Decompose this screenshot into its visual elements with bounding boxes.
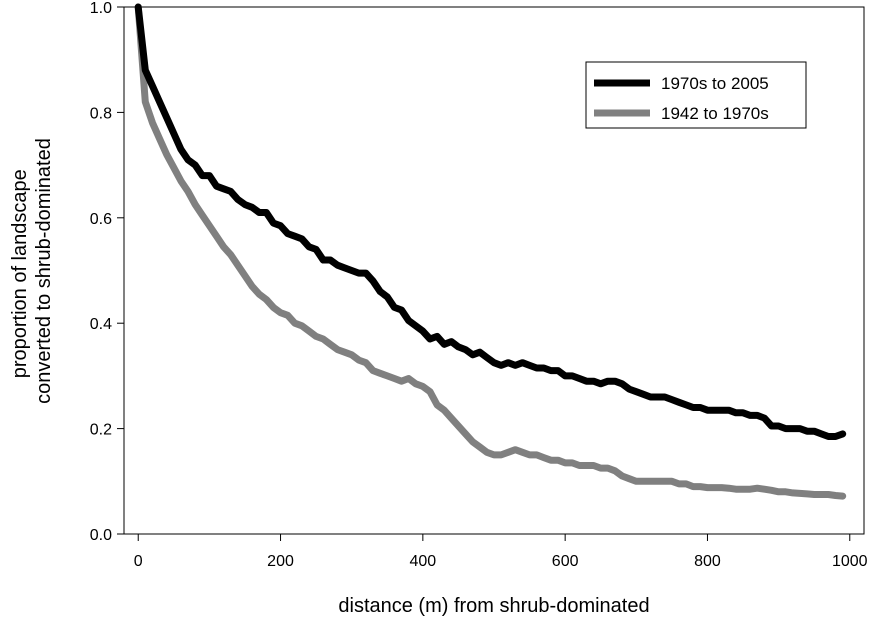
y-axis-title: proportion of landscape converted to shr… <box>9 138 55 404</box>
x-tick-label: 200 <box>267 553 294 570</box>
series-line-1970s-to-2005 <box>134 3 847 440</box>
legend-label-1970s-to-2005: 1970s to 2005 <box>661 74 769 93</box>
legend: 1970s to 2005 1942 to 1970s <box>585 61 807 129</box>
legend-box <box>585 61 807 129</box>
x-tick-label: 1000 <box>832 553 868 570</box>
y-tick-label: 0.0 <box>90 527 112 544</box>
y-tick-label: 1.0 <box>90 0 112 17</box>
y-tick-label: 0.8 <box>90 105 112 122</box>
x-tick-label: 400 <box>409 553 436 570</box>
y-tick-label: 0.6 <box>90 211 112 228</box>
x-axis-title: distance (m) from shrub-dominated <box>338 595 649 617</box>
x-axis: 0 200 400 600 800 1000 <box>134 534 868 570</box>
legend-label-1942-to-1970s: 1942 to 1970s <box>661 104 769 123</box>
y-tick-label: 0.2 <box>90 422 112 439</box>
y-axis: 0.0 0.2 0.4 0.6 0.8 1.0 <box>90 0 124 544</box>
series-line-1942-to-1970s <box>134 3 847 500</box>
y-axis-title-line-2: converted to shrub-dominated <box>33 138 55 404</box>
x-tick-label: 600 <box>552 553 579 570</box>
y-axis-title-line-1: proportion of landscape <box>9 169 31 378</box>
x-tick-label: 0 <box>134 553 143 570</box>
series-layer <box>134 3 847 500</box>
x-tick-label: 800 <box>694 553 721 570</box>
y-tick-label: 0.4 <box>90 316 112 333</box>
